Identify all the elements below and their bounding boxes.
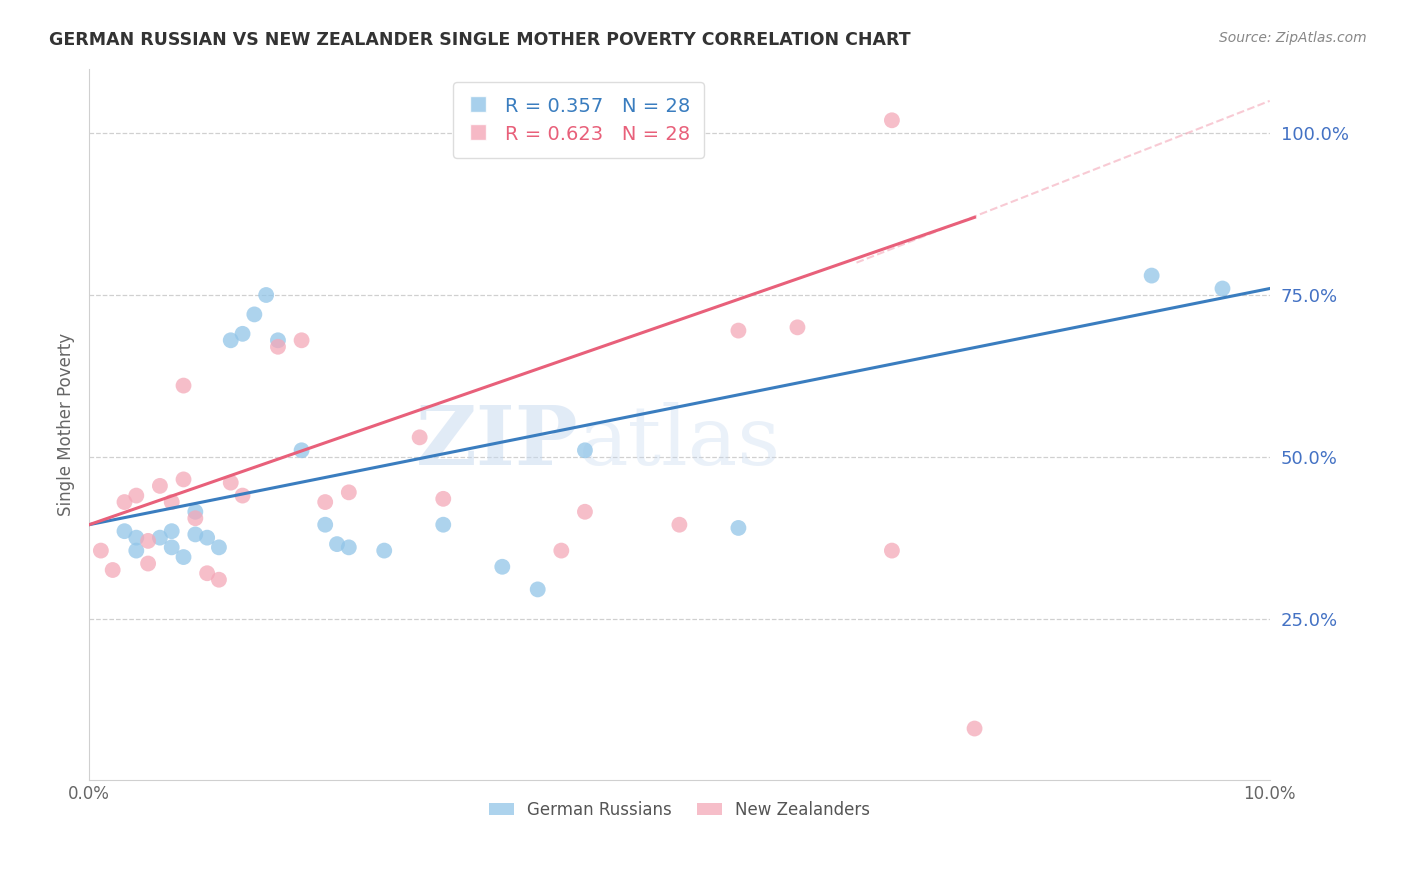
Text: ZIP: ZIP — [416, 402, 579, 483]
Point — [232, 326, 254, 341]
Point — [173, 378, 195, 392]
Point — [136, 533, 159, 548]
Point — [254, 288, 277, 302]
Point — [574, 443, 596, 458]
Legend: German Russians, New Zealanders: German Russians, New Zealanders — [482, 794, 877, 825]
Point — [326, 537, 349, 551]
Point — [232, 489, 254, 503]
Point — [184, 527, 207, 541]
Point — [337, 541, 360, 555]
Point — [160, 495, 183, 509]
Point — [314, 517, 336, 532]
Point — [149, 531, 172, 545]
Point — [668, 517, 690, 532]
Text: GERMAN RUSSIAN VS NEW ZEALANDER SINGLE MOTHER POVERTY CORRELATION CHART: GERMAN RUSSIAN VS NEW ZEALANDER SINGLE M… — [49, 31, 911, 49]
Point — [243, 307, 266, 321]
Point — [408, 430, 430, 444]
Point — [208, 541, 231, 555]
Point — [314, 495, 336, 509]
Point — [574, 505, 596, 519]
Point — [880, 113, 903, 128]
Point — [432, 491, 454, 506]
Point — [963, 722, 986, 736]
Point — [125, 489, 148, 503]
Point — [373, 543, 395, 558]
Point — [184, 511, 207, 525]
Point — [195, 566, 218, 581]
Text: Source: ZipAtlas.com: Source: ZipAtlas.com — [1219, 31, 1367, 45]
Point — [195, 531, 218, 545]
Point — [1211, 281, 1233, 295]
Point — [149, 479, 172, 493]
Point — [526, 582, 548, 597]
Point — [727, 521, 749, 535]
Point — [114, 495, 136, 509]
Point — [90, 543, 112, 558]
Point — [880, 543, 903, 558]
Point — [208, 573, 231, 587]
Point — [219, 475, 242, 490]
Point — [290, 333, 312, 347]
Point — [267, 333, 290, 347]
Y-axis label: Single Mother Poverty: Single Mother Poverty — [58, 333, 75, 516]
Point — [160, 541, 183, 555]
Point — [337, 485, 360, 500]
Point — [125, 531, 148, 545]
Point — [786, 320, 808, 334]
Point — [1140, 268, 1163, 283]
Point — [160, 524, 183, 538]
Point — [491, 559, 513, 574]
Point — [173, 550, 195, 565]
Point — [114, 524, 136, 538]
Point — [727, 324, 749, 338]
Point — [136, 557, 159, 571]
Point — [432, 517, 454, 532]
Point — [550, 543, 572, 558]
Point — [101, 563, 124, 577]
Point — [290, 443, 312, 458]
Text: atlas: atlas — [579, 402, 782, 483]
Point — [125, 543, 148, 558]
Point — [267, 340, 290, 354]
Point — [219, 333, 242, 347]
Point — [184, 505, 207, 519]
Point — [173, 472, 195, 486]
